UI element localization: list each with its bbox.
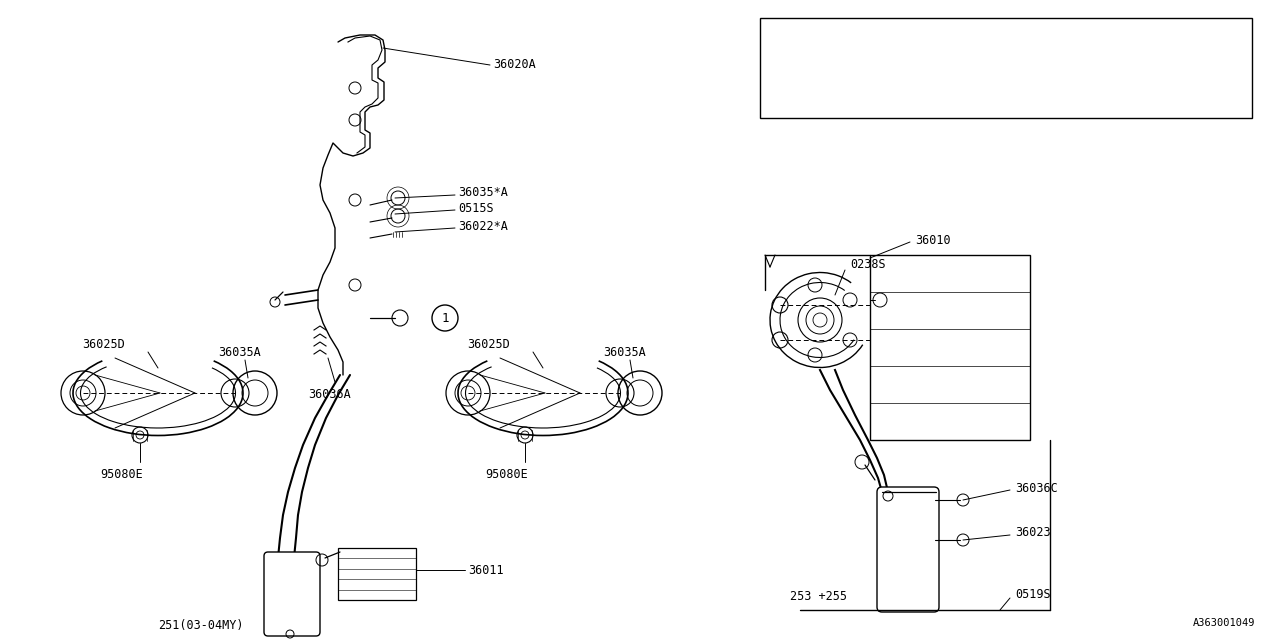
FancyBboxPatch shape [877, 487, 940, 612]
Text: 0515S: 0515S [458, 202, 494, 214]
Text: (03MY0302-05MY0412): (03MY0302-05MY0412) [884, 63, 1002, 73]
Text: 36035A: 36035A [218, 346, 261, 358]
Text: 36025D: 36025D [467, 339, 509, 351]
Text: 36022*A: 36022*A [458, 220, 508, 232]
Bar [760, 18, 1252, 118]
Bar [338, 548, 416, 600]
Text: 1: 1 [442, 312, 449, 324]
Text: (                -03MY0301): ( -03MY0301) [884, 29, 1052, 40]
Text: 253 +255: 253 +255 [790, 591, 847, 604]
Text: 95080E: 95080E [485, 468, 527, 481]
Text: 251(03-04MY): 251(03-04MY) [157, 618, 243, 632]
Text: M000267: M000267 [792, 63, 836, 73]
Text: 36036C: 36036C [1015, 481, 1057, 495]
Text: 0238S: 0238S [850, 259, 886, 271]
Text: A363001049: A363001049 [1193, 618, 1254, 628]
Text: 36010: 36010 [915, 234, 951, 246]
Text: 36025D: 36025D [82, 339, 124, 351]
Text: 95080E: 95080E [100, 468, 143, 481]
Text: 0100S: 0100S [792, 29, 823, 40]
Text: 36036A: 36036A [308, 388, 351, 401]
Text: 1: 1 [771, 61, 778, 74]
FancyBboxPatch shape [264, 552, 320, 636]
Text: 0100S: 0100S [792, 97, 823, 106]
Text: 36035*A: 36035*A [458, 186, 508, 200]
Text: 0519S: 0519S [1015, 589, 1051, 602]
Text: 36011: 36011 [468, 563, 503, 577]
Text: 36023: 36023 [1015, 527, 1051, 540]
Text: (05MY0501-              ): (05MY0501- ) [884, 97, 1041, 106]
Text: 36035A: 36035A [603, 346, 645, 358]
Bar [870, 255, 1030, 440]
Text: 36020A: 36020A [493, 58, 536, 72]
